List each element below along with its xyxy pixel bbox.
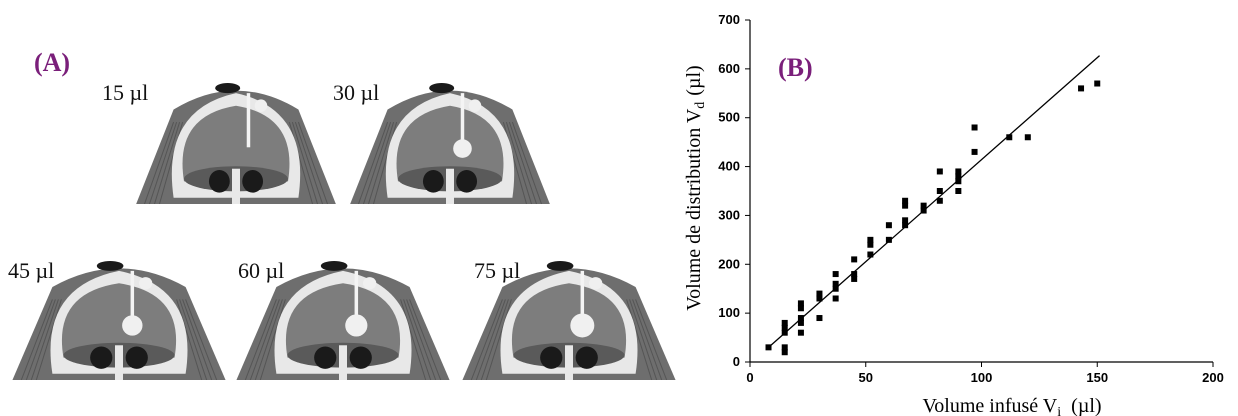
x-tick-label: 50 [859, 370, 873, 385]
data-point [867, 241, 874, 248]
data-point [971, 124, 978, 131]
ct-scan-image-5 [462, 260, 676, 380]
x-tick-label: 0 [746, 370, 753, 385]
data-point [781, 344, 788, 351]
data-point [955, 178, 962, 185]
ct-scan-image-3 [12, 260, 226, 380]
x-tick-label: 150 [1086, 370, 1108, 385]
data-point [936, 197, 943, 204]
data-point [955, 168, 962, 175]
data-point [816, 290, 823, 297]
data-point [885, 222, 892, 229]
y-tick-label: 700 [718, 12, 740, 27]
ct-scan-image-4 [236, 260, 450, 380]
scan-label-3: 45 µl [8, 258, 55, 283]
y-tick-label: 0 [733, 354, 740, 369]
data-point [902, 197, 909, 204]
data-point [797, 315, 804, 322]
data-point [797, 300, 804, 307]
data-point [781, 319, 788, 326]
panel-b-label: (B) [778, 53, 813, 82]
data-point [832, 295, 839, 302]
ct-scan-image-1 [136, 83, 336, 204]
data-point [797, 305, 804, 312]
data-point [902, 217, 909, 224]
data-point [832, 285, 839, 292]
data-point [797, 319, 804, 326]
data-point [902, 202, 909, 209]
data-point [867, 236, 874, 243]
y-tick-label: 400 [718, 159, 740, 174]
data-point [955, 188, 962, 194]
data-point [851, 256, 858, 263]
data-point [920, 207, 927, 214]
scan-label-2: 30 µl [333, 80, 380, 105]
data-point [781, 324, 788, 331]
data-point [920, 202, 927, 209]
data-point [902, 222, 909, 229]
ct-scan-image-2 [350, 83, 550, 204]
data-point [936, 188, 943, 194]
x-axis-label: Volume infusé Vi (µl) [922, 395, 1101, 416]
data-point [765, 344, 772, 351]
scan-label-1: 15 µl [102, 80, 149, 105]
data-point [797, 329, 804, 336]
data-point [867, 251, 874, 258]
y-tick-label: 600 [718, 61, 740, 76]
scan-label-5: 75 µl [474, 258, 521, 283]
regression-line [768, 55, 1100, 348]
data-point [1024, 134, 1031, 141]
data-point [851, 271, 858, 278]
data-point [1094, 80, 1101, 87]
y-tick-label: 300 [718, 207, 740, 222]
data-point [971, 148, 978, 155]
chart-axes [749, 20, 1213, 363]
y-tick-label: 500 [718, 110, 740, 125]
data-point [816, 315, 823, 322]
data-point [832, 280, 839, 287]
data-point [936, 168, 943, 175]
data-points [765, 80, 1101, 356]
x-tick-label: 100 [971, 370, 993, 385]
scan-label-4: 60 µl [238, 258, 285, 283]
data-point [781, 349, 788, 356]
data-point [885, 236, 892, 243]
data-point [832, 271, 839, 278]
y-tick-label: 100 [718, 305, 740, 320]
data-point [816, 295, 823, 302]
panel-a-label: (A) [34, 48, 71, 77]
data-point [781, 329, 788, 336]
data-point [1078, 85, 1085, 92]
y-tick-label: 200 [718, 256, 740, 271]
data-point [851, 275, 858, 282]
y-axis-label: Volume de distribution Vd(µl) [683, 65, 708, 310]
x-tick-label: 200 [1202, 370, 1224, 385]
data-point [955, 173, 962, 180]
chart-ticks: 0 50 100 150 200 0 100 200 300 400 500 600 700 [718, 12, 1224, 385]
data-point [1006, 134, 1013, 141]
